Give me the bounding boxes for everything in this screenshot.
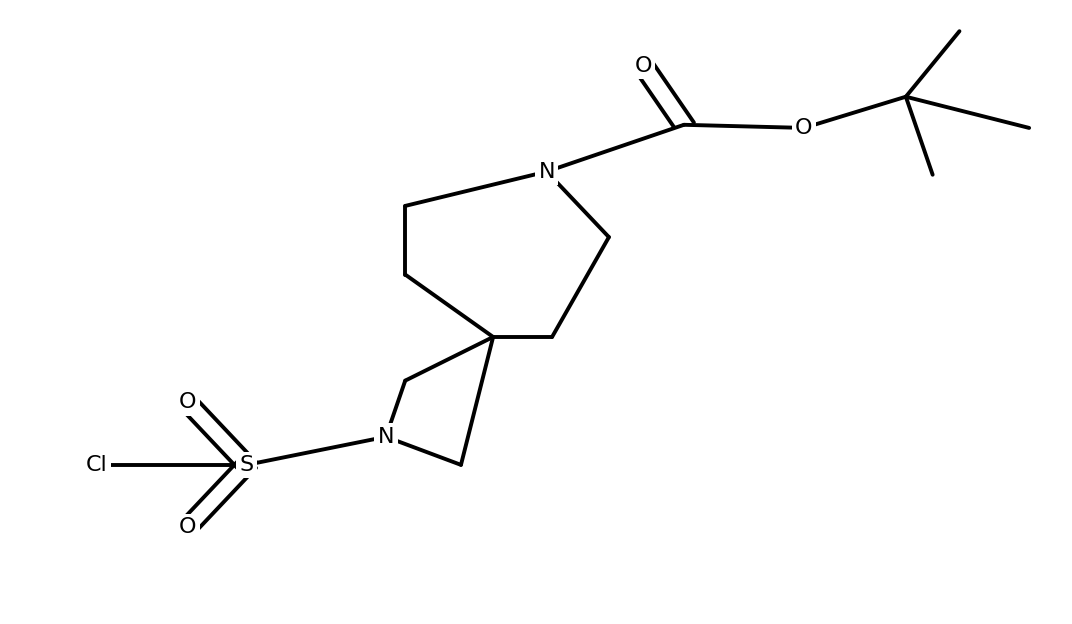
Text: O: O: [795, 118, 813, 138]
Text: Cl: Cl: [86, 455, 107, 475]
Text: O: O: [179, 392, 196, 412]
Text: O: O: [635, 56, 652, 76]
Text: N: N: [377, 427, 394, 447]
Text: S: S: [239, 455, 254, 475]
Text: O: O: [179, 517, 196, 537]
Text: N: N: [538, 162, 555, 182]
